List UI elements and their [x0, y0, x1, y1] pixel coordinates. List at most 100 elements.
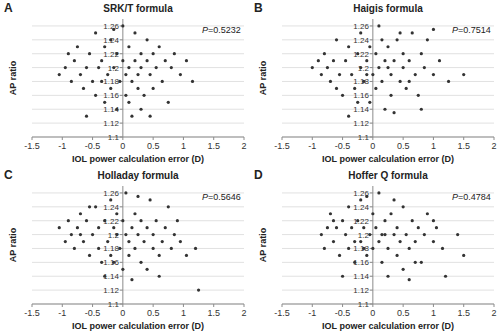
point [185, 254, 188, 257]
y-axis-label: AP ratio [258, 60, 268, 95]
panel-label: A [4, 1, 13, 15]
point [371, 212, 374, 215]
y-tick [120, 67, 123, 68]
points [320, 191, 466, 281]
point [88, 254, 91, 257]
x-tick [92, 304, 93, 307]
point [347, 45, 350, 48]
x-tick-label: 0 [370, 141, 375, 151]
y-tick-label: 1.1 [358, 133, 370, 142]
point [94, 205, 97, 208]
point [383, 108, 386, 111]
point [386, 45, 389, 48]
point [133, 247, 136, 250]
point [365, 73, 368, 76]
point [359, 240, 362, 243]
x-tick-label: 2 [491, 141, 496, 151]
point [88, 205, 91, 208]
y-tick-label: 1.24 [103, 203, 119, 212]
x-tick [403, 137, 404, 140]
point [85, 66, 88, 69]
point [417, 226, 420, 229]
point [417, 94, 420, 97]
x-tick-label: 0 [370, 308, 375, 318]
point [164, 59, 167, 62]
point [70, 80, 73, 83]
grid-line [32, 81, 244, 82]
figure: -1.5-1-0.500.511.521.11.121.141.161.181.… [0, 0, 500, 334]
y-tick [370, 95, 373, 96]
point [332, 219, 335, 222]
point [115, 212, 118, 215]
x-tick [244, 304, 245, 307]
grid-line [32, 109, 244, 110]
point [179, 240, 182, 243]
point [386, 247, 389, 250]
x-tick-label: 1.5 [207, 141, 220, 151]
y-tick-label: 1.12 [103, 119, 119, 128]
grid-line [282, 123, 494, 124]
y-tick [370, 39, 373, 40]
point [320, 233, 323, 236]
grid-line [282, 262, 494, 263]
y-tick-label: 1.1 [108, 300, 120, 309]
x-tick-label: 2 [241, 141, 246, 151]
x-tick-label: 0.5 [397, 308, 410, 318]
x-tick-label: 2 [241, 308, 246, 318]
y-tick-label: 1.16 [353, 258, 369, 267]
point [344, 59, 347, 62]
point [332, 240, 335, 243]
y-tick [370, 290, 373, 291]
point [353, 240, 356, 243]
x-tick-label: 1 [181, 141, 186, 151]
point [167, 205, 170, 208]
point [130, 278, 133, 281]
point [411, 31, 414, 34]
grid-line [32, 290, 244, 291]
point [435, 226, 438, 229]
y-tick-label: 1.2 [108, 64, 120, 73]
point [329, 212, 332, 215]
x-tick-label: 1 [431, 308, 436, 318]
point [124, 233, 127, 236]
point [179, 73, 182, 76]
point [411, 219, 414, 222]
annotation: P=0.5232 [202, 25, 241, 35]
y-tick [370, 137, 373, 138]
y-tick-label: 1.18 [353, 77, 369, 86]
y-tick-label: 1.2 [108, 231, 120, 240]
point [359, 66, 362, 69]
grid-line [282, 81, 494, 82]
point [374, 52, 377, 55]
x-axis-label: IOL power calculation error (D) [72, 321, 204, 331]
point [377, 191, 380, 194]
y-tick-label: 1.12 [353, 286, 369, 295]
point [73, 59, 76, 62]
y-tick [370, 220, 373, 221]
point [323, 247, 326, 250]
y-tick [370, 206, 373, 207]
point [371, 73, 374, 76]
point [395, 254, 398, 257]
point [323, 52, 326, 55]
point [332, 59, 335, 62]
point [127, 45, 130, 48]
point [103, 101, 106, 104]
y-tick [120, 290, 123, 291]
point [191, 80, 194, 83]
point [335, 226, 338, 229]
x-tick [342, 304, 343, 307]
point [432, 219, 435, 222]
point [88, 52, 91, 55]
grid-line [282, 39, 494, 40]
x-tick-label: -0.5 [335, 141, 351, 151]
x-tick [312, 137, 313, 140]
point [152, 87, 155, 90]
point [402, 268, 405, 271]
x-tick-label: 0.5 [147, 308, 160, 318]
point [374, 226, 377, 229]
point [311, 66, 314, 69]
point [371, 247, 374, 250]
point [389, 212, 392, 215]
y-tick [120, 262, 123, 263]
